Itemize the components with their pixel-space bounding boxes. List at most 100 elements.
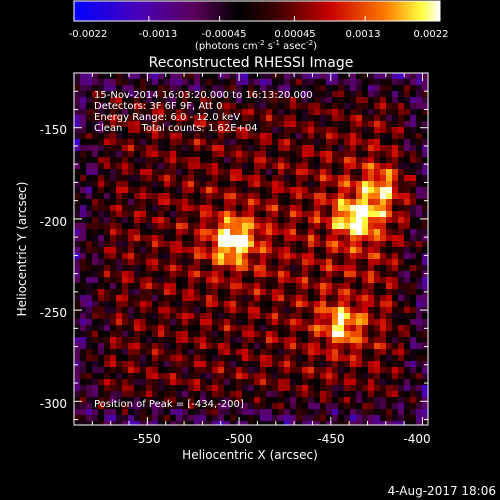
heatmap-cell [368,115,375,122]
heatmap-cell [170,79,177,86]
heatmap-cell [272,265,279,272]
heatmap-cell [110,211,117,218]
heatmap-cell [152,319,159,326]
heatmap-cell [86,79,93,86]
heatmap-cell [344,277,351,284]
heatmap-cell [344,235,351,242]
heatmap-cell [266,259,273,266]
heatmap-cell [122,343,129,350]
heatmap-cell [368,217,375,224]
heatmap-cell [230,211,237,218]
heatmap-cell [392,115,399,122]
heatmap-cell [224,349,231,356]
heatmap-cell [104,421,111,425]
heatmap-cell [92,259,99,266]
heatmap-cell [320,97,327,104]
heatmap-cell [86,109,93,116]
heatmap-cell [404,283,411,290]
heatmap-cell [278,283,285,290]
heatmap-cell [344,139,351,146]
heatmap-cell [140,421,147,425]
heatmap-cell [128,277,135,284]
heatmap-cell [128,289,135,296]
heatmap-cell [236,205,243,212]
heatmap-cell [86,295,93,302]
heatmap-cell [242,115,249,122]
heatmap-cell [218,415,225,422]
heatmap-cell [404,319,411,326]
heatmap-cell [392,307,399,314]
heatmap-cell [368,259,375,266]
heatmap-cell [320,325,327,332]
heatmap-cell [278,301,285,308]
heatmap-cell [116,331,123,338]
heatmap-cell [422,385,428,392]
heatmap-cell [128,361,135,368]
heatmap-cell [128,199,135,206]
heatmap-cell [296,163,303,170]
heatmap-cell [260,73,267,80]
heatmap-cell [362,253,369,260]
heatmap-cell [290,157,297,164]
heatmap-cell [272,337,279,344]
y-tick-label: -200 [40,215,67,229]
colorbar-tick-label: 0.00045 [274,29,315,40]
heatmap-cell [188,133,195,140]
heatmap-cell [392,145,399,152]
heatmap-cell [92,115,99,122]
heatmap-cell [236,175,243,182]
heatmap-cell [266,415,273,422]
heatmap-cell [80,361,87,368]
heatmap-cell [230,121,237,128]
heatmap-cell [248,403,255,410]
y-tick-label: -150 [40,123,67,137]
heatmap-cell [302,337,309,344]
heatmap-cell [374,109,381,116]
heatmap-cell [128,373,135,380]
heatmap-cell [236,103,243,110]
heatmap-cell [374,325,381,332]
heatmap-cell [362,115,369,122]
heatmap-cell [242,109,249,116]
heatmap-cell [140,301,147,308]
heatmap-cell [134,325,141,332]
heatmap-cell [80,391,87,398]
heatmap-cell [176,223,183,230]
heatmap-cell [170,241,177,248]
heatmap-cell [98,271,105,278]
heatmap-cell [338,271,345,278]
heatmap-cell [362,361,369,368]
heatmap-cell [356,181,363,188]
heatmap-cell [260,409,267,416]
heatmap-cell [284,73,291,80]
heatmap-cell [206,391,213,398]
heatmap-cell [86,193,93,200]
heatmap-cell [344,205,351,212]
heatmap-cell [176,295,183,302]
heatmap-cell [218,235,225,242]
heatmap-cell [320,205,327,212]
heatmap-cell [368,223,375,230]
heatmap-cell [344,109,351,116]
heatmap-cell [80,319,87,326]
heatmap-cell [254,391,261,398]
heatmap-cell [122,415,129,422]
heatmap-cell [332,409,339,416]
heatmap-cell [308,343,315,350]
heatmap-cell [92,217,99,224]
heatmap-cell [224,181,231,188]
heatmap-cell [182,187,189,194]
heatmap-cell [146,247,153,254]
heatmap-cell [152,283,159,290]
heatmap-cell [182,271,189,278]
heatmap-cell [170,235,177,242]
heatmap-cell [188,343,195,350]
heatmap-cell [362,295,369,302]
heatmap-cell [356,211,363,218]
heatmap-cell [296,115,303,122]
heatmap-cell [98,355,105,362]
heatmap-cell [254,247,261,254]
heatmap-cell [278,79,285,86]
heatmap-cell [398,277,405,284]
heatmap-cell [212,163,219,170]
